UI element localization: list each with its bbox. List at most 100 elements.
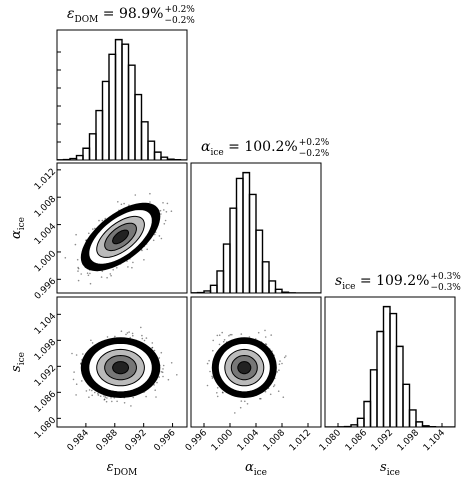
histogram-bin [153, 151, 162, 160]
histogram-bin [147, 140, 156, 160]
histogram-bin [121, 43, 130, 160]
sample-point [120, 330, 123, 333]
sample-point [153, 349, 156, 352]
title-symbol: α [201, 139, 211, 155]
sample-point [170, 210, 173, 212]
sample-point [103, 399, 106, 401]
sample-point [75, 394, 77, 396]
title-symbol: s [335, 273, 342, 289]
sample-point [223, 339, 226, 341]
sample-point [167, 378, 170, 381]
sample-point [64, 257, 67, 259]
sample-point [248, 336, 251, 338]
sample-point [91, 342, 94, 344]
sample-point [229, 333, 232, 336]
sample-point [212, 349, 214, 352]
sample-point [218, 343, 221, 346]
sample-point [97, 394, 100, 396]
histogram-bin [274, 288, 283, 293]
plot-area [71, 326, 178, 407]
sample-point [99, 395, 102, 398]
y-tick-label: 1.008 [33, 194, 58, 219]
sample-point [259, 397, 261, 400]
sample-point [132, 334, 134, 337]
histogram-bin [376, 330, 385, 427]
sample-point [273, 384, 276, 386]
sample-point [117, 201, 119, 203]
sample-point [176, 374, 178, 376]
sample-point [228, 334, 230, 337]
sample-point [143, 259, 145, 261]
sample-point [285, 355, 287, 357]
histogram-bin [88, 133, 97, 160]
sample-point [160, 351, 163, 354]
sample-point [156, 381, 158, 384]
title-symbol: ε [67, 6, 75, 22]
panel [190, 162, 322, 294]
x-tick-label: 0.996 [152, 428, 177, 453]
sample-point [94, 391, 96, 394]
axis-label: sice [9, 352, 27, 372]
sample-point [162, 202, 164, 204]
sample-point [216, 387, 219, 389]
label-symbol: s [9, 365, 24, 372]
sample-point [208, 359, 210, 362]
y-tick-label: 1.000 [33, 249, 58, 274]
title-upper: +0.2% [164, 5, 195, 15]
sample-point [269, 393, 272, 396]
sample-point [158, 235, 161, 237]
sample-point [106, 276, 108, 279]
sample-point [149, 201, 151, 203]
sample-point [163, 209, 165, 211]
label-subscript: ice [387, 468, 400, 478]
x-tick-label: 1.098 [396, 428, 421, 453]
sample-point [164, 219, 167, 222]
sample-point [270, 334, 273, 336]
panel-frame [56, 29, 188, 161]
sample-point [74, 243, 77, 246]
sample-point [88, 389, 91, 391]
sample-point [77, 266, 79, 269]
sample-point [86, 272, 89, 275]
y-tick-label: 1.004 [33, 222, 58, 247]
sample-point [151, 347, 153, 349]
histogram-bin [261, 261, 270, 293]
title-lower: −0.2% [164, 16, 195, 26]
plot-area [64, 192, 173, 285]
y-tick-label: 1.098 [33, 337, 58, 362]
panel [190, 296, 322, 428]
sample-point [81, 380, 83, 382]
panel-frame [56, 296, 188, 428]
sample-point [129, 336, 131, 339]
sample-point [110, 397, 112, 399]
histogram-bin [235, 177, 244, 293]
y-tick-label: 1.086 [33, 389, 58, 414]
sample-point [130, 405, 132, 407]
sample-point [211, 377, 214, 379]
sample-point [160, 371, 163, 373]
histogram-bin [101, 80, 110, 160]
sample-point [126, 332, 129, 334]
sample-point [145, 395, 147, 398]
sample-point [120, 203, 123, 206]
label-subscript: ice [17, 217, 27, 230]
histogram-bin [114, 38, 123, 160]
sample-point [77, 267, 80, 270]
sample-point [125, 333, 127, 336]
label-symbol: α [245, 460, 254, 475]
sample-point [145, 337, 148, 339]
histogram-bin [268, 280, 277, 293]
sample-point [106, 336, 109, 338]
plot-area [57, 38, 187, 160]
axis-label: εDOM [107, 460, 138, 478]
sample-point [104, 217, 107, 220]
histogram-bin [140, 121, 149, 160]
sample-point [105, 400, 108, 403]
y-tick-label: 1.080 [33, 415, 58, 440]
panel-frame [190, 162, 322, 294]
x-tick-label: 0.992 [123, 428, 148, 453]
x-tick-label: 0.988 [95, 428, 120, 453]
title-value: = 98.9% [98, 6, 163, 22]
title-upper: +0.3% [430, 272, 461, 282]
x-tick-label: 1.008 [262, 428, 287, 453]
